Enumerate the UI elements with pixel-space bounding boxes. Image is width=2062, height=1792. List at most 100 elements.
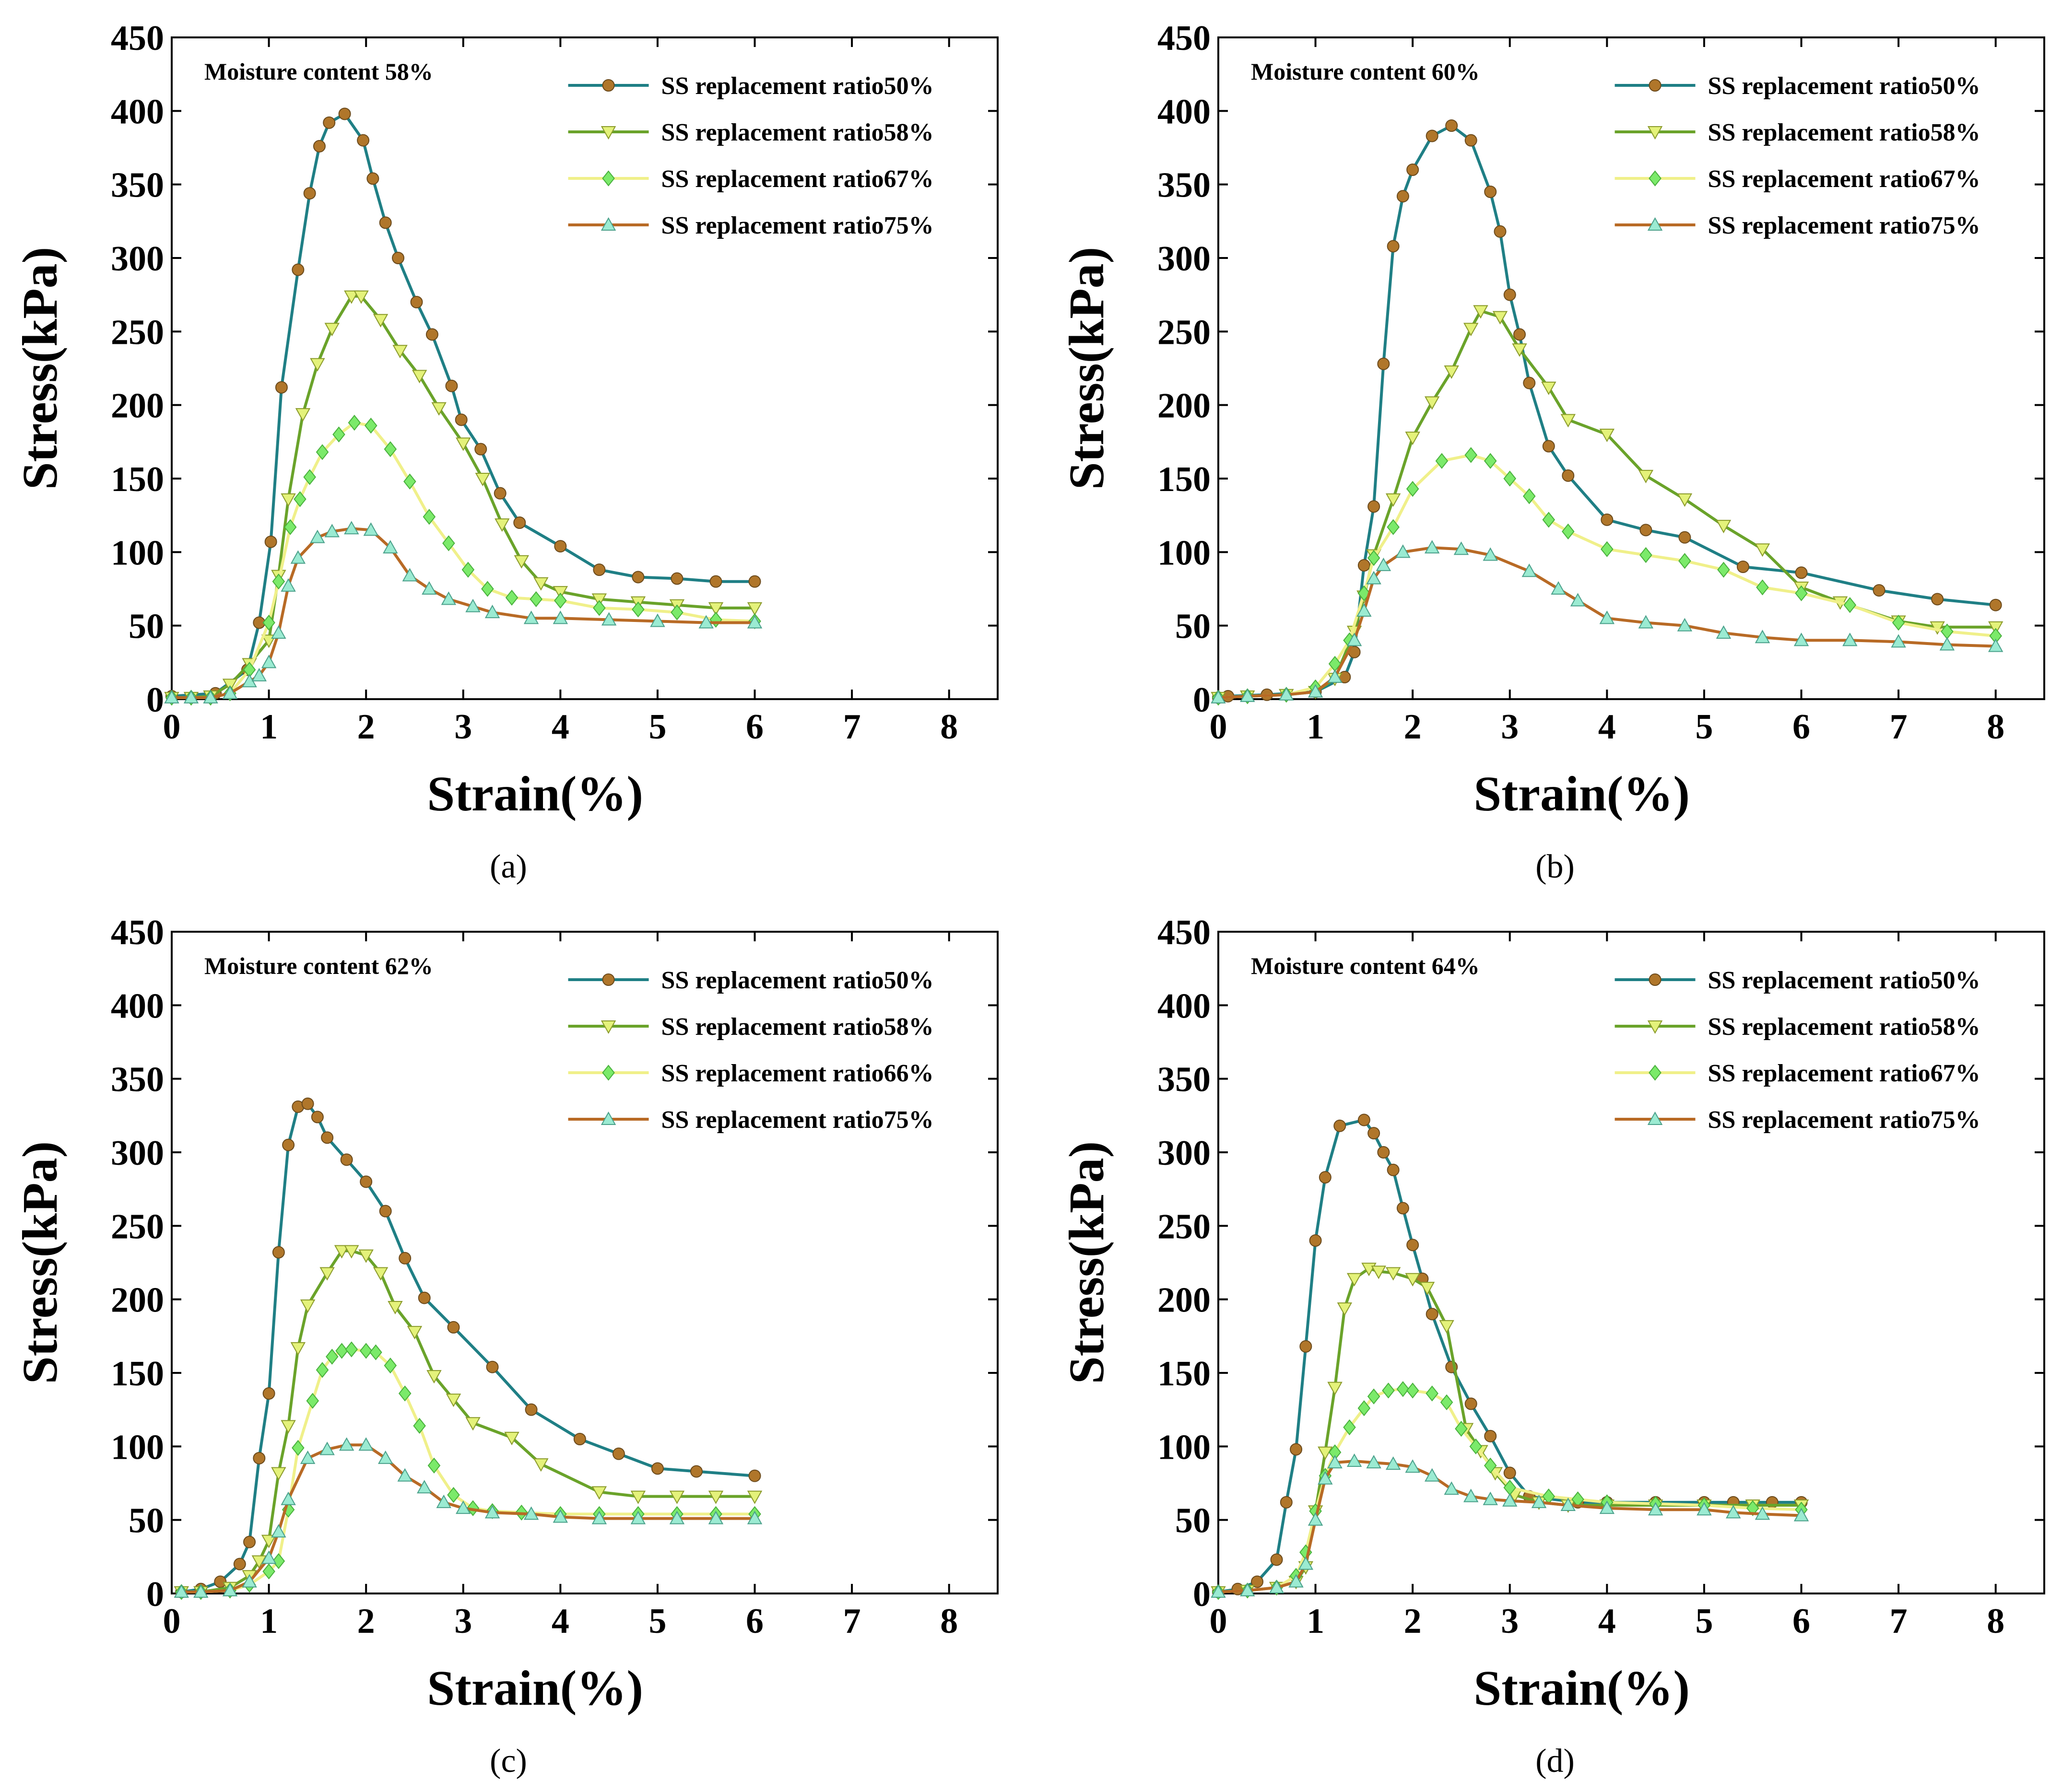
legend-marker — [602, 79, 615, 92]
y-tick-label: 400 — [111, 92, 164, 131]
data-point — [1541, 381, 1556, 395]
y-tick-label: 300 — [111, 1134, 164, 1173]
y-tick-label: 450 — [111, 913, 164, 952]
legend-marker — [601, 217, 616, 231]
x-tick-label: 8 — [940, 707, 958, 747]
data-point — [1697, 1502, 1712, 1516]
data-point — [1512, 343, 1527, 357]
legend-marker — [1649, 79, 1661, 92]
data-point — [1426, 1308, 1438, 1321]
data-point — [353, 290, 369, 304]
data-point — [1327, 669, 1343, 683]
data-point — [214, 1575, 227, 1588]
data-point — [303, 469, 316, 485]
data-point — [669, 1490, 685, 1504]
data-point — [1484, 1457, 1497, 1474]
data-point — [366, 172, 379, 185]
data-point — [748, 1469, 761, 1482]
data-point — [1455, 1420, 1468, 1437]
data-point — [1599, 429, 1615, 443]
data-point — [1346, 632, 1362, 646]
y-tick-label: 200 — [1157, 1281, 1211, 1320]
legend-label: SS replacement ratio75% — [1708, 212, 1980, 239]
data-point — [1513, 328, 1526, 341]
x-axis-title: Strain(%) — [1473, 766, 1690, 821]
data-point — [1755, 543, 1770, 557]
data-point — [281, 493, 296, 507]
data-point — [669, 1511, 685, 1524]
legend-marker — [601, 1020, 616, 1034]
panel-d: 0 50 100 150 200 250 300 350 400 450 0 1 2 3 4 5 6 7 8 Stra… — [1059, 913, 2045, 1780]
data-point — [553, 586, 568, 600]
data-point — [1560, 1497, 1576, 1511]
data-point — [456, 1500, 471, 1514]
data-point — [1357, 559, 1370, 572]
data-point — [310, 358, 325, 372]
data-point — [494, 487, 507, 500]
data-point — [1382, 1382, 1395, 1399]
series-4 — [1211, 1453, 1809, 1598]
data-point — [1308, 684, 1323, 698]
data-point — [357, 134, 370, 147]
data-point — [1270, 1553, 1283, 1566]
data-point — [399, 1252, 412, 1265]
data-point — [651, 1462, 664, 1475]
data-point — [573, 1433, 586, 1445]
x-tick-label: 4 — [1598, 707, 1616, 747]
x-tick-label: 1 — [1307, 1602, 1324, 1641]
x-tick-label: 3 — [1501, 1602, 1519, 1641]
panel-caption: (b) — [1535, 848, 1575, 885]
y-tick-label: 250 — [1157, 1207, 1211, 1246]
data-point — [1931, 593, 1944, 606]
series-1 — [165, 107, 761, 703]
data-point — [272, 574, 285, 590]
data-point — [1494, 225, 1507, 238]
data-point — [1444, 365, 1459, 379]
data-point — [461, 562, 475, 578]
data-point — [486, 1360, 499, 1373]
data-point — [446, 1394, 461, 1407]
y-tick-label: 0 — [1193, 680, 1211, 720]
data-point — [282, 1138, 295, 1151]
data-point — [1309, 1234, 1322, 1247]
data-point — [671, 572, 683, 585]
data-point — [243, 1535, 256, 1548]
x-tick-label: 7 — [843, 707, 861, 747]
y-tick-label: 300 — [111, 239, 164, 279]
data-point — [1288, 1574, 1304, 1588]
data-point — [1319, 1171, 1331, 1184]
data-point — [1716, 520, 1732, 534]
x-tick-label: 0 — [1210, 707, 1227, 747]
data-point — [294, 491, 306, 507]
data-point — [591, 1486, 607, 1500]
data-point — [344, 1245, 359, 1259]
data-point — [1989, 598, 2002, 611]
plot-frame — [171, 36, 999, 700]
data-point — [339, 1437, 354, 1451]
data-point — [1453, 541, 1469, 555]
data-point — [484, 605, 500, 619]
data-point — [747, 615, 763, 629]
data-point — [1484, 1429, 1497, 1442]
data-point — [1343, 1419, 1356, 1436]
x-tick-label: 6 — [1792, 1602, 1810, 1641]
x-tick-label: 8 — [1987, 707, 2004, 747]
series-3 — [165, 414, 761, 706]
data-point — [1435, 453, 1449, 469]
data-point — [1367, 1127, 1380, 1140]
data-point — [505, 589, 518, 606]
panel-caption: (d) — [1535, 1743, 1575, 1780]
data-point — [747, 1490, 763, 1504]
x-axis-title: Strain(%) — [427, 1661, 643, 1716]
x-tick-label: 1 — [260, 1602, 278, 1641]
x-tick-label: 4 — [552, 1602, 569, 1641]
data-point — [253, 1452, 266, 1464]
data-point — [481, 581, 494, 597]
data-point — [1371, 1265, 1386, 1279]
data-point — [474, 443, 487, 456]
data-point — [384, 441, 397, 457]
data-point — [447, 1321, 460, 1334]
data-point — [310, 529, 325, 543]
data-point — [313, 140, 326, 152]
data-point — [1599, 1500, 1615, 1514]
